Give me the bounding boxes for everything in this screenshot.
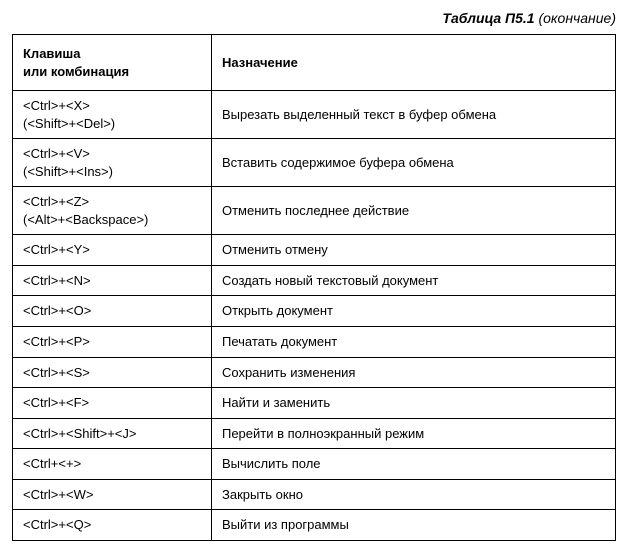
- table-row: <Ctrl>+<N>Создать новый текстовый докуме…: [13, 265, 616, 296]
- table-row: <Ctrl>+<Shift>+<J>Перейти в полноэкранны…: [13, 418, 616, 449]
- cell-key: <Ctrl>+<P>: [13, 327, 212, 358]
- cell-desc: Выйти из программы: [211, 510, 615, 541]
- shortcuts-table: Клавишаили комбинация Назначение <Ctrl>+…: [12, 34, 616, 541]
- cell-desc: Вставить содержимое буфера обмена: [211, 139, 615, 187]
- table-row: <Ctrl>+<F>Найти и заменить: [13, 388, 616, 419]
- table-header-row: Клавишаили комбинация Назначение: [13, 35, 616, 91]
- cell-key: <Ctrl>+<Q>: [13, 510, 212, 541]
- table-row: <Ctrl>+<S>Сохранить изменения: [13, 357, 616, 388]
- caption-title: Таблица П5.1: [442, 10, 534, 26]
- table-row: <Ctrl>+<Z>(<Alt>+<Backspace>)Отменить по…: [13, 187, 616, 235]
- table-row: <Ctrl>+<O>Открыть документ: [13, 296, 616, 327]
- table-row: <Ctrl+<+>Вычислить поле: [13, 449, 616, 480]
- table-row: <Ctrl>+<P>Печатать документ: [13, 327, 616, 358]
- cell-desc: Отменить отмену: [211, 235, 615, 266]
- cell-desc: Вычислить поле: [211, 449, 615, 480]
- table-row: <Ctrl>+<V>(<Shift>+<Ins>)Вставить содерж…: [13, 139, 616, 187]
- cell-key: <Ctrl>+<Z>(<Alt>+<Backspace>): [13, 187, 212, 235]
- cell-desc: Перейти в полноэкранный режим: [211, 418, 615, 449]
- header-key: Клавишаили комбинация: [13, 35, 212, 91]
- cell-desc: Отменить последнее действие: [211, 187, 615, 235]
- cell-desc: Найти и заменить: [211, 388, 615, 419]
- table-caption: Таблица П5.1 (окончание): [12, 10, 616, 26]
- cell-desc: Вырезать выделенный текст в буфер обмена: [211, 91, 615, 139]
- table-body: <Ctrl>+<X>(<Shift>+<Del>)Вырезать выделе…: [13, 91, 616, 541]
- cell-key: <Ctrl>+<N>: [13, 265, 212, 296]
- cell-key: <Ctrl>+<O>: [13, 296, 212, 327]
- caption-suffix: (окончание): [535, 10, 616, 26]
- cell-key: <Ctrl+<+>: [13, 449, 212, 480]
- cell-key: <Ctrl>+<X>(<Shift>+<Del>): [13, 91, 212, 139]
- table-row: <Ctrl>+<X>(<Shift>+<Del>)Вырезать выделе…: [13, 91, 616, 139]
- table-row: <Ctrl>+<Y>Отменить отмену: [13, 235, 616, 266]
- cell-key: <Ctrl>+<F>: [13, 388, 212, 419]
- header-desc: Назначение: [211, 35, 615, 91]
- cell-key: <Ctrl>+<V>(<Shift>+<Ins>): [13, 139, 212, 187]
- cell-desc: Печатать документ: [211, 327, 615, 358]
- cell-key: <Ctrl>+<W>: [13, 479, 212, 510]
- cell-desc: Закрыть окно: [211, 479, 615, 510]
- table-row: <Ctrl>+<W>Закрыть окно: [13, 479, 616, 510]
- cell-key: <Ctrl>+<S>: [13, 357, 212, 388]
- cell-desc: Создать новый текстовый документ: [211, 265, 615, 296]
- cell-key: <Ctrl>+<Shift>+<J>: [13, 418, 212, 449]
- cell-desc: Открыть документ: [211, 296, 615, 327]
- cell-desc: Сохранить изменения: [211, 357, 615, 388]
- table-row: <Ctrl>+<Q>Выйти из программы: [13, 510, 616, 541]
- cell-key: <Ctrl>+<Y>: [13, 235, 212, 266]
